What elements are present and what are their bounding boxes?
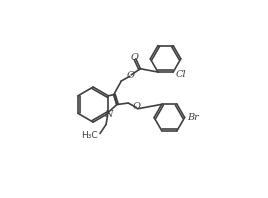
- Text: O: O: [130, 53, 138, 62]
- Text: O: O: [133, 102, 141, 111]
- Text: Br: Br: [187, 113, 199, 122]
- Text: N: N: [104, 110, 113, 119]
- Text: O: O: [126, 71, 135, 80]
- Text: Cl: Cl: [176, 70, 187, 79]
- Text: H₃C: H₃C: [81, 130, 98, 140]
